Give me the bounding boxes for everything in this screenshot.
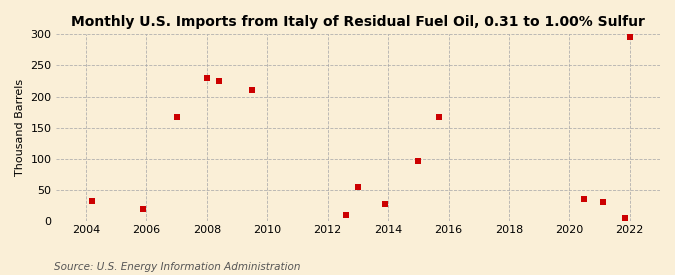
Title: Monthly U.S. Imports from Italy of Residual Fuel Oil, 0.31 to 1.00% Sulfur: Monthly U.S. Imports from Italy of Resid… <box>71 15 645 29</box>
Point <box>620 216 630 220</box>
Point <box>171 115 182 119</box>
Point <box>579 197 590 202</box>
Point <box>352 185 363 190</box>
Point <box>434 114 445 119</box>
Point <box>597 200 608 204</box>
Y-axis label: Thousand Barrels: Thousand Barrels <box>15 79 25 176</box>
Text: Source: U.S. Energy Information Administration: Source: U.S. Energy Information Administ… <box>54 262 300 272</box>
Point <box>86 199 97 204</box>
Point <box>340 213 351 217</box>
Point <box>201 76 212 80</box>
Point <box>413 158 424 163</box>
Point <box>380 202 391 207</box>
Point <box>213 79 224 83</box>
Point <box>247 88 258 93</box>
Point <box>138 207 149 211</box>
Point <box>624 35 635 40</box>
